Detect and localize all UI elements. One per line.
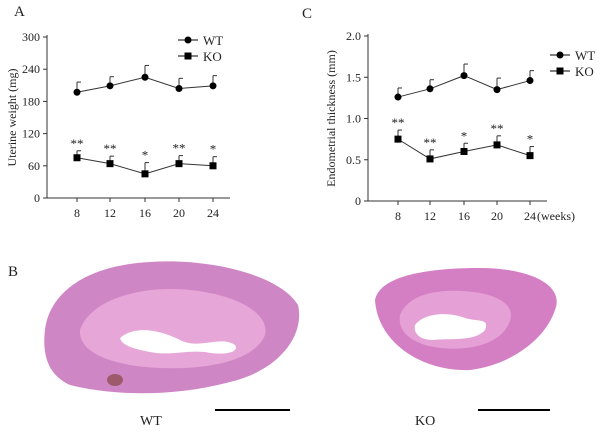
panel-label-c: C bbox=[302, 6, 312, 22]
x-tick-label: 12 bbox=[104, 206, 116, 220]
y-tick-label: 0 bbox=[355, 194, 361, 208]
data-point-ko bbox=[141, 170, 149, 178]
y-tick-label: 240 bbox=[22, 62, 40, 76]
data-point-wt bbox=[175, 85, 183, 93]
y-tick-label: 1.5 bbox=[346, 70, 361, 84]
y-tick-label: 1.0 bbox=[346, 112, 361, 126]
y-tick-label: 300 bbox=[22, 30, 40, 44]
y-axis-label: Uterine weight (mg) bbox=[5, 69, 19, 167]
legend-label-wt: WT bbox=[203, 33, 223, 48]
data-point-wt bbox=[526, 77, 534, 85]
data-point-ko bbox=[394, 135, 402, 143]
data-point-wt bbox=[209, 82, 217, 90]
legend-marker bbox=[184, 36, 192, 44]
data-point-ko bbox=[460, 148, 468, 155]
x-tick-label: 12 bbox=[424, 209, 436, 223]
chart-endometrial-thickness: 0 0.5 1.0 1.5 2.0 8 12 16 20 24 (weeks) Endometrial… bbox=[324, 29, 595, 223]
y-axis-label: Endometrial thickness (mm) bbox=[324, 50, 338, 187]
x-axis-label: (weeks) bbox=[537, 209, 575, 223]
data-point-wt bbox=[141, 73, 149, 81]
legend-label-wt: WT bbox=[575, 48, 595, 63]
x-tick-label: 8 bbox=[74, 206, 80, 220]
significance-mark: * bbox=[527, 132, 534, 147]
significance-mark: * bbox=[142, 148, 149, 163]
data-point-wt bbox=[394, 93, 402, 101]
data-point-wt bbox=[106, 82, 114, 90]
data-point-ko bbox=[106, 160, 114, 168]
histology-ko-image bbox=[375, 268, 557, 371]
significance-mark: * bbox=[461, 128, 468, 143]
y-tick-label: 2.0 bbox=[346, 29, 361, 43]
significance-mark: * bbox=[210, 142, 217, 157]
data-point-ko bbox=[493, 141, 501, 149]
data-point-ko bbox=[175, 160, 183, 168]
x-tick-label: 20 bbox=[491, 209, 503, 223]
data-point-ko bbox=[426, 155, 434, 163]
data-point-wt bbox=[73, 88, 81, 96]
legend-label-ko: KO bbox=[575, 64, 594, 79]
x-tick-label: 8 bbox=[395, 209, 401, 223]
data-point-ko bbox=[73, 154, 81, 162]
y-tick-label: 0.5 bbox=[346, 153, 361, 167]
histology-label-wt: WT bbox=[140, 414, 162, 429]
chart-uterine-weight: 0 60 120 180 240 300 8 12 16 20 24 Uterine weight (… bbox=[5, 30, 230, 220]
significance-mark: ** bbox=[491, 121, 504, 136]
significance-mark: ** bbox=[424, 135, 437, 150]
y-tick-label: 0 bbox=[34, 191, 40, 205]
panel-label-a: A bbox=[14, 4, 25, 20]
significance-mark: ** bbox=[173, 141, 186, 156]
x-tick-label: 24 bbox=[207, 206, 219, 220]
histology-wt-image bbox=[44, 261, 300, 394]
x-tick-label: 24 bbox=[524, 209, 536, 223]
x-tick-label: 16 bbox=[139, 206, 151, 220]
y-tick-label: 60 bbox=[28, 159, 40, 173]
data-point-wt bbox=[426, 85, 434, 93]
legend-marker bbox=[556, 51, 564, 59]
x-tick-label: 16 bbox=[458, 209, 470, 223]
data-point-ko bbox=[526, 152, 534, 160]
y-tick-label: 120 bbox=[22, 127, 40, 141]
legend-marker bbox=[184, 52, 192, 60]
histology-label-ko: KO bbox=[415, 414, 435, 429]
panel-label-b: B bbox=[8, 264, 18, 280]
data-point-ko bbox=[209, 162, 217, 170]
significance-mark: ** bbox=[392, 115, 405, 130]
legend-label-ko: KO bbox=[203, 49, 222, 64]
data-point-wt bbox=[493, 86, 501, 94]
x-tick-label: 20 bbox=[173, 206, 185, 220]
y-tick-label: 180 bbox=[22, 94, 40, 108]
significance-mark: ** bbox=[71, 136, 84, 151]
data-point-wt bbox=[460, 72, 468, 80]
legend-marker bbox=[556, 67, 564, 75]
significance-mark: ** bbox=[104, 141, 117, 156]
